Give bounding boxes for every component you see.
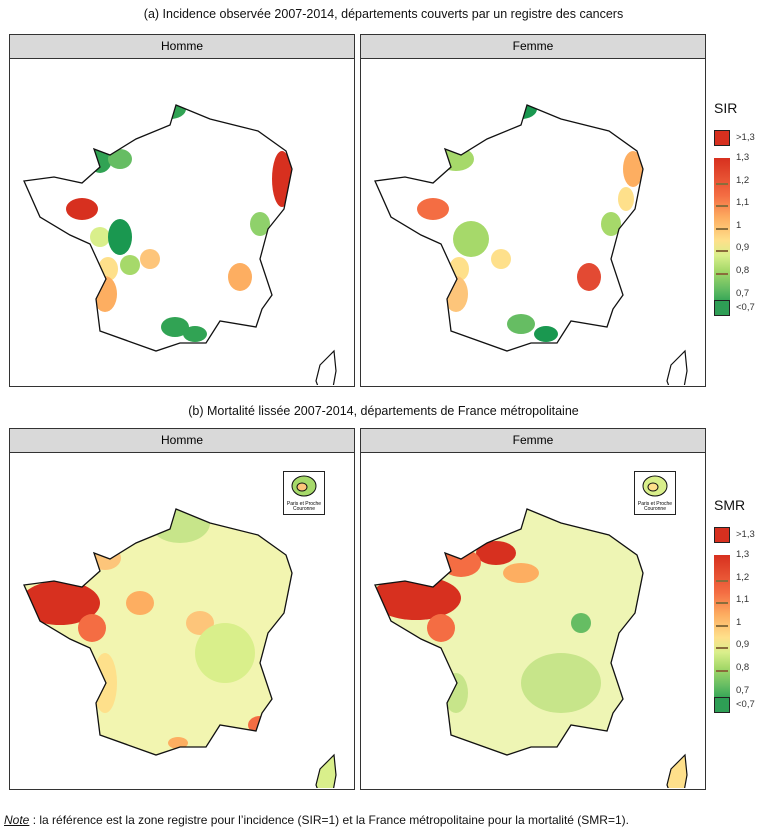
legend-label: 1,2 [736, 175, 750, 186]
legend-tick [716, 602, 728, 604]
panel-a-homme: Homme [9, 34, 355, 387]
dept [66, 198, 98, 220]
dept [150, 509, 210, 543]
legend-label: >1,3 [736, 132, 755, 143]
dept [250, 212, 270, 236]
legend-low-box [714, 697, 730, 713]
legend-tick [716, 580, 728, 582]
dept [577, 263, 601, 291]
dept [126, 591, 154, 615]
legend-label: 1,1 [736, 197, 750, 208]
map-b-femme [374, 508, 688, 788]
legend-label: 1,1 [736, 594, 750, 605]
legend-tick [716, 228, 728, 230]
paris-inset-map [291, 475, 317, 497]
panel-b-femme: Femme Paris et Proche Couronne [360, 428, 706, 790]
legend-label: 1 [736, 220, 742, 231]
dept [491, 249, 511, 269]
inset-label: Paris et Proche Couronne [637, 501, 673, 512]
dept [90, 227, 110, 247]
panel-label: Homme [10, 35, 354, 59]
dept [417, 198, 449, 220]
dept [375, 576, 461, 620]
map-b-homme [23, 508, 337, 788]
dept [507, 314, 535, 334]
note-label: Note [4, 813, 30, 827]
legend-label: 0,7 [736, 288, 750, 299]
legend-label: 0,7 [736, 685, 750, 696]
dept [154, 105, 186, 119]
dept [108, 149, 132, 169]
legend-label: 0,9 [736, 639, 750, 650]
legend-label: 0,8 [736, 662, 750, 673]
chart-title-a: (a) Incidence observée 2007-2014, départ… [143, 7, 624, 21]
dept [195, 623, 255, 683]
note-text: : la référence est la zone registre pour… [29, 813, 629, 827]
panel-a-femme: Femme [360, 34, 706, 387]
dept [453, 221, 489, 257]
legend-tick [716, 250, 728, 252]
legend-tick [716, 647, 728, 649]
corsica [315, 350, 337, 385]
paris-inset: Paris et Proche Couronne [634, 471, 676, 515]
legend-label: 1,3 [736, 152, 750, 163]
legend-low-box [714, 300, 730, 316]
paris-inset-map [642, 475, 668, 497]
dept [140, 249, 160, 269]
panel-label: Homme [10, 429, 354, 453]
dept [571, 613, 591, 633]
legend-high-box [714, 130, 730, 146]
legend-title: SMR [714, 497, 746, 513]
legend-label: 1,2 [736, 572, 750, 583]
legend-colorbar [714, 158, 730, 308]
legend-label: <0,7 [736, 699, 755, 710]
chart-title-b: (b) Mortalité lissée 2007-2014, départem… [188, 404, 579, 418]
dept [24, 581, 100, 625]
dept [534, 326, 558, 342]
dept [521, 653, 601, 713]
dept [108, 219, 132, 255]
legend-label: 0,9 [736, 242, 750, 253]
footnote: Note : la référence est la zone registre… [4, 813, 629, 827]
legend-colorbar [714, 555, 730, 705]
dept [505, 105, 537, 119]
inset-label: Paris et Proche Couronne [286, 501, 322, 512]
dept [427, 614, 455, 642]
legend-label: >1,3 [736, 529, 755, 540]
legend-label: 0,8 [736, 265, 750, 276]
paris-inset: Paris et Proche Couronne [283, 471, 325, 515]
dept [228, 263, 252, 291]
panel-label: Femme [361, 429, 705, 453]
dept [183, 326, 207, 342]
dept [618, 187, 634, 211]
dept [601, 212, 621, 236]
legend-label: <0,7 [736, 302, 755, 313]
legend-label: 1 [736, 617, 742, 628]
dept [623, 151, 643, 187]
dept [476, 541, 516, 565]
dept [168, 737, 188, 749]
legend-title: SIR [714, 100, 738, 116]
legend-tick [716, 205, 728, 207]
dept [78, 614, 106, 642]
legend-tick [716, 670, 728, 672]
legend-high-box [714, 527, 730, 543]
panel-b-homme: Homme Paris et Proche Couronne [9, 428, 355, 790]
panel-label: Femme [361, 35, 705, 59]
dept [120, 255, 140, 275]
corsica [315, 754, 337, 788]
map-a-homme [23, 104, 337, 385]
legend-tick [716, 273, 728, 275]
legend-tick [716, 183, 728, 185]
corsica [666, 350, 688, 385]
legend-label: 1,3 [736, 549, 750, 560]
map-a-femme [374, 104, 688, 385]
dept [161, 317, 189, 337]
legend-tick [716, 625, 728, 627]
dept [89, 546, 121, 570]
corsica [666, 754, 688, 788]
dept [503, 563, 539, 583]
